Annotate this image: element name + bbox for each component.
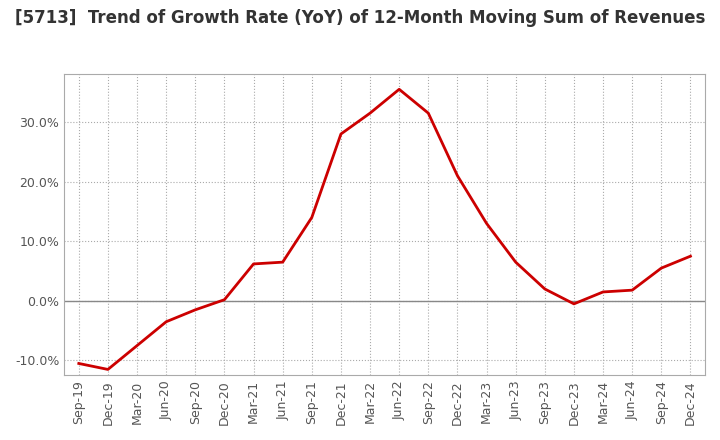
Text: [5713]  Trend of Growth Rate (YoY) of 12-Month Moving Sum of Revenues: [5713] Trend of Growth Rate (YoY) of 12-… xyxy=(15,9,705,27)
